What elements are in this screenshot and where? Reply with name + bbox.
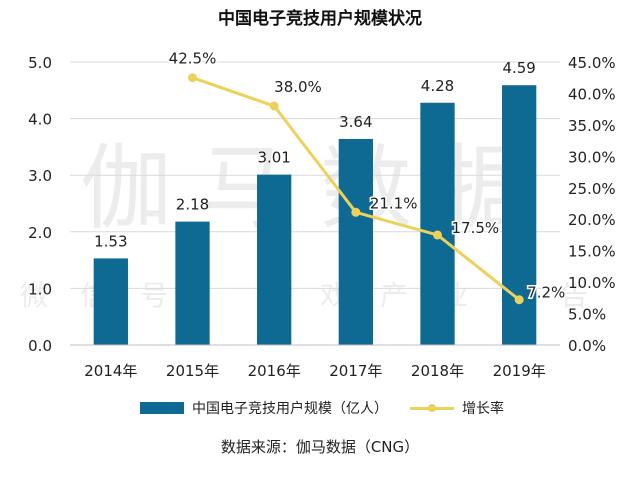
bar-value-label: 2.18	[176, 196, 209, 214]
y-axis-left-tick-label: 5.0	[28, 54, 52, 72]
bar-value-label: 3.01	[257, 149, 290, 167]
bar	[93, 258, 128, 345]
grid-lines	[70, 61, 560, 289]
data-labels: 1.53 2.18 3.01 3.64 4.28 4.59 42.5% 38.0% 21.1% 1…	[94, 48, 567, 303]
growth-value-label: 7.2%	[527, 284, 565, 302]
growth-point	[188, 73, 197, 83]
y-axis-right-tick-label: 30.0%	[568, 148, 616, 166]
bar	[338, 138, 373, 345]
growth-point	[433, 230, 442, 240]
growth-point	[514, 295, 524, 305]
growth-value-label: 21.1%	[370, 194, 418, 212]
legend-bar-swatch	[140, 402, 184, 414]
y-axis-right-tick-label: 5.0%	[568, 306, 606, 324]
chart-title: 中国电子竞技用户规模状况	[218, 9, 422, 29]
y-axis-right-tick-label: 0.0%	[568, 337, 606, 355]
bar-value-label: 4.59	[502, 59, 535, 77]
bar-value-label: 4.28	[421, 77, 454, 95]
legend-line-swatch	[410, 403, 454, 412]
y-axis-right-tick-label: 15.0%	[568, 243, 616, 261]
y-axis-left-tick-label: 1.0	[28, 280, 52, 298]
axes: 0.0 1.0 2.0 3.0 4.0 5.0 0.0% 5.0% 10.0% 15.0% 20.0…	[28, 54, 616, 380]
y-axis-right-tick-label: 10.0%	[568, 274, 616, 292]
y-axis-right-tick-label: 20.0%	[568, 211, 616, 229]
bar-value-label: 3.64	[339, 113, 372, 131]
legend-bar-item: 中国电子竞技用户规模（亿人）	[140, 398, 388, 418]
growth-point	[269, 101, 279, 111]
bar	[502, 85, 537, 346]
x-axis-tick-label: 2018年	[411, 362, 464, 380]
bar	[420, 102, 455, 345]
bar	[257, 174, 292, 345]
y-axis-left-tick-label: 0.0	[28, 337, 52, 355]
growth-value-label: 38.0%	[274, 78, 322, 96]
bar	[175, 221, 210, 345]
bar-series	[93, 85, 537, 346]
x-axis-tick-label: 2019年	[493, 362, 546, 380]
y-axis-left-tick-label: 4.0	[28, 111, 52, 129]
y-axis-right-tick-label: 35.0%	[568, 117, 616, 135]
legend-line-item: 增长率	[410, 398, 504, 418]
y-axis-left-tick-label: 2.0	[28, 224, 52, 242]
y-axis-right-tick-label: 40.0%	[568, 85, 616, 103]
growth-value-label: 17.5%	[452, 219, 500, 237]
watermark-main-text: 伽马数据	[80, 135, 560, 242]
y-axis-right-tick-label: 45.0%	[568, 54, 616, 72]
source-note: 数据来源：伽马数据（CNG）	[220, 438, 420, 456]
x-axis-tick-label: 2016年	[248, 362, 301, 380]
y-axis-left-tick-label: 3.0	[28, 167, 52, 185]
x-axis-tick-label: 2015年	[166, 362, 219, 380]
growth-line-series	[188, 73, 524, 305]
y-axis-right-tick-label: 25.0%	[568, 180, 616, 198]
growth-value-label: 42.5%	[169, 50, 217, 68]
x-axis-tick-label: 2014年	[84, 362, 137, 380]
legend-bar-label: 中国电子竞技用户规模（亿人）	[192, 401, 388, 417]
x-axis-tick-label: 2017年	[329, 362, 382, 380]
legend-line-label: 增长率	[462, 401, 504, 417]
growth-point	[351, 207, 361, 217]
bar-value-label: 1.53	[94, 232, 127, 250]
